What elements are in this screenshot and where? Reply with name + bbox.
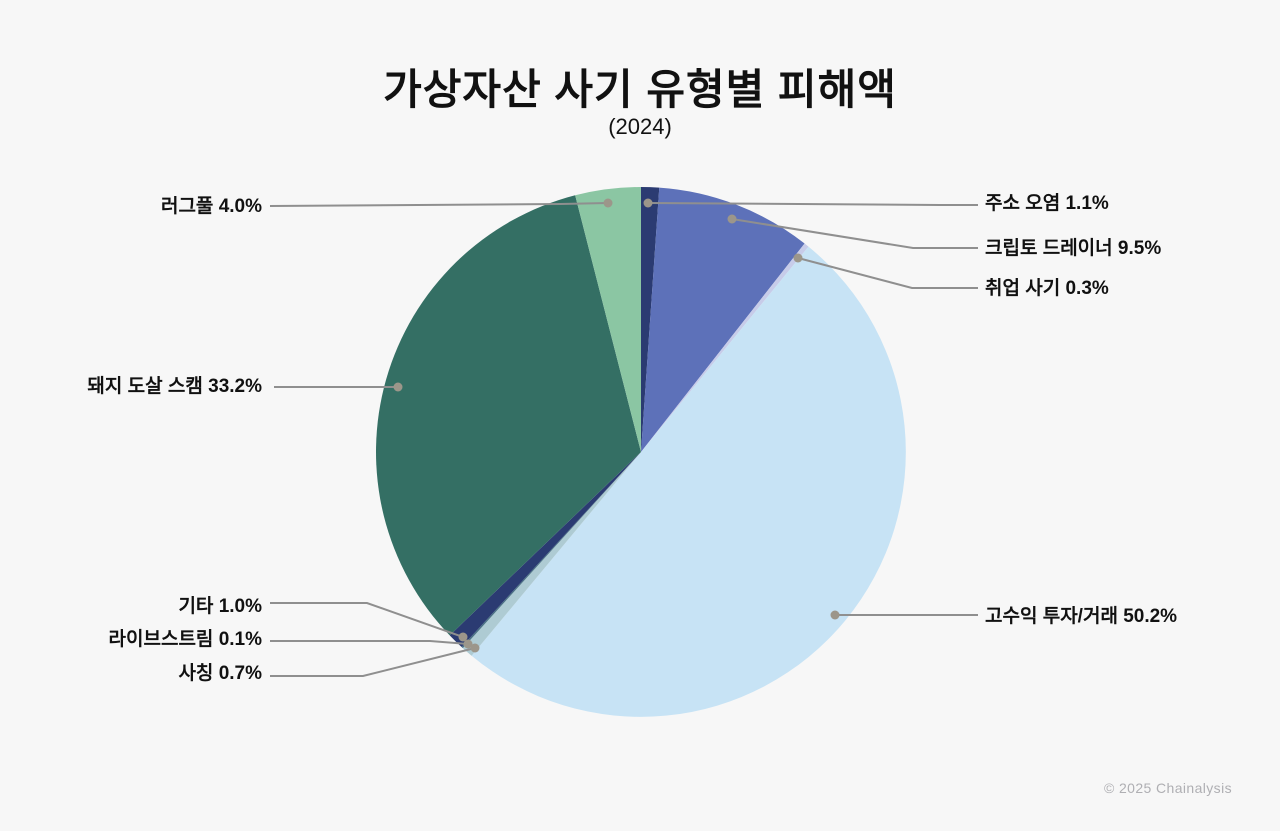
pie-slice-impersonation	[462, 452, 641, 656]
slice-label-livestream: 라이브스트림 0.1%	[108, 629, 262, 650]
slice-label-rug-pull: 러그풀 4.0%	[160, 196, 262, 217]
pie-slice-rug-pull	[575, 187, 641, 452]
leader-dot-impersonation	[470, 643, 480, 653]
slice-label-crypto-drainer: 크립토 드레이너 9.5%	[985, 238, 1162, 259]
copyright-notice: © 2025 Chainalysis	[1103, 780, 1232, 796]
leader-dot-livestream	[463, 639, 473, 649]
slice-label-other: 기타 1.0%	[178, 596, 262, 617]
slice-label-impersonation: 사칭 0.7%	[178, 663, 262, 684]
chart-subtitle: (2024)	[608, 114, 672, 139]
slice-label-address-poisoning: 주소 오염 1.1%	[985, 193, 1109, 214]
pie-slice-pig-butchering-scam	[376, 195, 641, 636]
chart-title: 가상자산 사기 유형별 피해액	[383, 66, 897, 113]
leader-dot-job-scam	[793, 253, 803, 263]
pie-slice-other	[449, 452, 641, 648]
leader-line-livestream	[270, 640, 469, 645]
leader-line-other	[270, 602, 464, 638]
leader-dot-other	[458, 632, 468, 642]
leader-dot-pig-butchering-scam	[393, 382, 403, 392]
pie-slice-crypto-drainer	[641, 187, 805, 452]
leader-dot-address-poisoning	[643, 198, 653, 208]
slice-label-high-yield-investment: 고수익 투자/거래 50.2%	[985, 606, 1178, 627]
pie-slice-high-yield-investment	[471, 246, 906, 717]
pie-slice-address-poisoning	[641, 187, 660, 452]
leader-line-address-poisoning	[647, 202, 978, 206]
slice-label-pig-butchering-scam: 돼지 도살 스캠 33.2%	[87, 376, 262, 397]
leader-line-impersonation	[270, 647, 476, 677]
leader-line-crypto-drainer	[731, 218, 978, 249]
pie-slice-job-scam	[641, 243, 809, 452]
leader-dot-rug-pull	[603, 198, 613, 208]
pie-slice-livestream	[461, 452, 641, 649]
leader-line-job-scam	[797, 257, 978, 289]
leader-dot-high-yield-investment	[830, 610, 840, 620]
leader-dot-crypto-drainer	[727, 214, 737, 224]
slice-label-job-scam: 취업 사기 0.3%	[985, 278, 1109, 299]
leader-line-rug-pull	[269, 202, 609, 207]
